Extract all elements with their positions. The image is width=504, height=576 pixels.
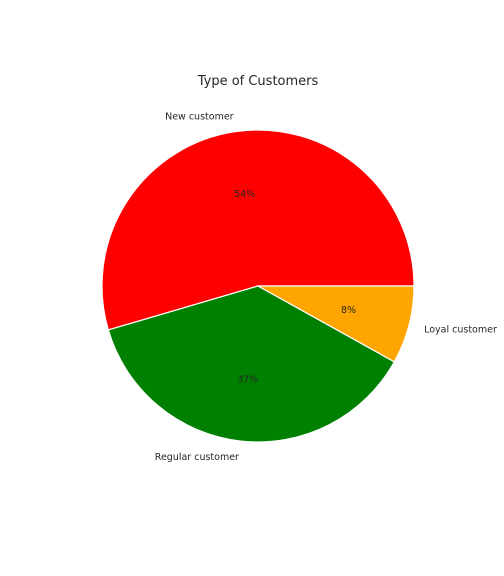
pie-slice-regular-customer	[107, 285, 395, 443]
pie-percent-label-loyal-customer: 8%	[341, 305, 356, 316]
pie-category-label-loyal-customer: Loyal customer	[424, 325, 497, 336]
pie-percent-label-new-customer: 54%	[234, 189, 255, 200]
pie-labels: 54% New customer 37% Regular customer 8% Loya…	[155, 112, 497, 463]
pie-category-label-new-customer: New customer	[165, 112, 234, 123]
pie-slice-new-customer	[101, 129, 415, 331]
chart-title: Type of Customers	[197, 74, 319, 89]
pie-slice-loyal-customer	[257, 285, 415, 363]
pie-percent-label-regular-customer: 37%	[237, 375, 258, 386]
pie-slices	[101, 129, 415, 443]
pie-category-label-regular-customer: Regular customer	[155, 452, 239, 463]
